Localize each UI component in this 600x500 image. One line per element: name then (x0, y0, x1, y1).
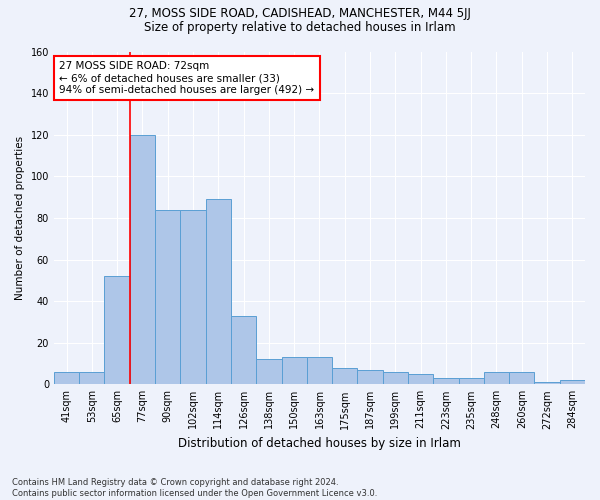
Bar (560, 380, 585, 384)
Bar (408, 374, 433, 384)
Bar (181, 210, 206, 384)
Text: Contains HM Land Registry data © Crown copyright and database right 2024.
Contai: Contains HM Land Registry data © Crown c… (12, 478, 377, 498)
Bar (307, 358, 332, 384)
Bar (54, 372, 79, 384)
Bar (358, 370, 383, 384)
Y-axis label: Number of detached properties: Number of detached properties (15, 136, 25, 300)
Bar (256, 360, 281, 384)
Text: Size of property relative to detached houses in Irlam: Size of property relative to detached ho… (144, 21, 456, 34)
Bar (509, 372, 535, 384)
Bar (231, 316, 256, 384)
Text: 27 MOSS SIDE ROAD: 72sqm
← 6% of detached houses are smaller (33)
94% of semi-de: 27 MOSS SIDE ROAD: 72sqm ← 6% of detache… (59, 62, 314, 94)
Bar (155, 210, 181, 384)
Bar (433, 378, 458, 384)
Bar (383, 372, 408, 384)
Bar (104, 276, 130, 384)
Bar (130, 134, 155, 384)
Bar (332, 368, 358, 384)
Bar (79, 372, 104, 384)
Bar (484, 372, 509, 384)
Bar (535, 382, 560, 384)
Text: 27, MOSS SIDE ROAD, CADISHEAD, MANCHESTER, M44 5JJ: 27, MOSS SIDE ROAD, CADISHEAD, MANCHESTE… (129, 8, 471, 20)
X-axis label: Distribution of detached houses by size in Irlam: Distribution of detached houses by size … (178, 437, 461, 450)
Bar (206, 199, 231, 384)
Bar (281, 358, 307, 384)
Bar (458, 378, 484, 384)
